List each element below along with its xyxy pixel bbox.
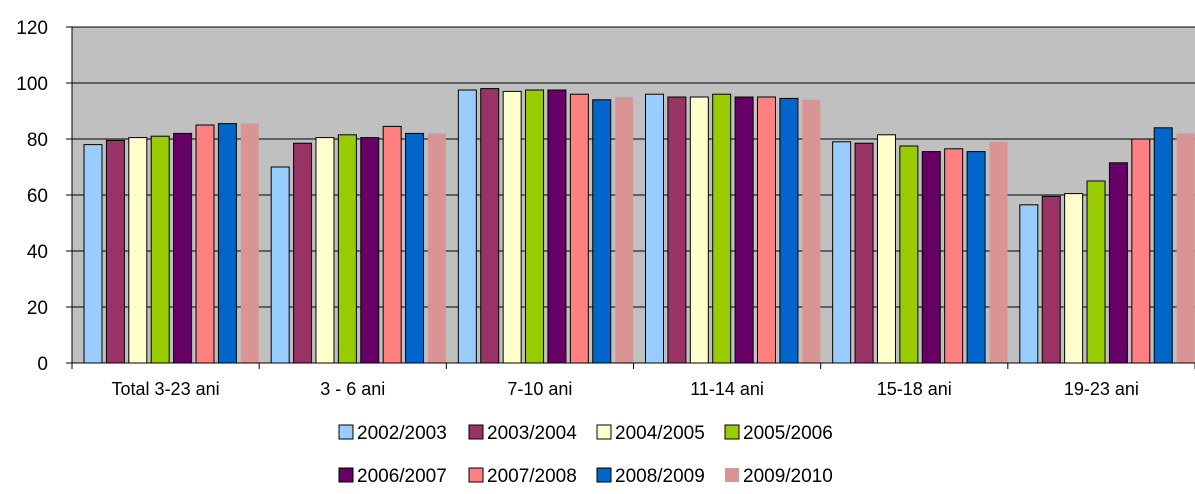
bar (547, 89, 567, 364)
bar (832, 141, 852, 364)
bar (592, 99, 612, 364)
bar (966, 151, 986, 364)
bar (876, 134, 896, 364)
legend-item: 2003/2004 (468, 423, 577, 444)
legend-item: 2005/2006 (724, 423, 833, 444)
bar (270, 166, 290, 364)
y-tick-label: 40 (27, 242, 48, 263)
legend: 2002/2003 2003/2004 2004/2005 2005/2006 2006… (338, 423, 833, 487)
legend-swatch (725, 468, 739, 482)
bar (615, 97, 634, 363)
bar (337, 134, 357, 364)
bar (989, 141, 1008, 363)
bar (1176, 133, 1195, 363)
bar (105, 139, 125, 364)
bar (1153, 127, 1173, 364)
bar (667, 96, 687, 364)
y-tick-label: 20 (27, 298, 48, 319)
legend-label: 2008/2009 (615, 466, 705, 487)
bar (293, 142, 313, 364)
bar (1086, 180, 1106, 364)
legend-swatch (338, 467, 354, 483)
legend-label: 2004/2005 (615, 423, 705, 444)
bar (645, 93, 664, 364)
bar (779, 97, 799, 364)
legend-label: 2005/2006 (743, 423, 833, 444)
bar (944, 148, 964, 364)
bar (569, 93, 589, 364)
bar (240, 123, 259, 363)
bar (315, 137, 335, 364)
bar (757, 96, 776, 364)
legend-item: 2007/2008 (468, 466, 577, 487)
legend-label: 2006/2007 (357, 466, 447, 487)
legend-swatch (468, 467, 484, 483)
bar (802, 99, 821, 364)
bar (150, 135, 170, 364)
x-category-label: Total 3-23 ani (112, 379, 220, 399)
legend-label: 2009/2010 (743, 466, 833, 487)
bar (382, 125, 402, 364)
y-tick-label: 120 (16, 18, 48, 39)
legend-item: 2006/2007 (338, 466, 447, 487)
legend-label: 2003/2004 (487, 423, 577, 444)
bar (734, 96, 754, 364)
x-category-label: 11-14 ani (690, 379, 764, 399)
bar (1041, 195, 1061, 364)
x-category-label: 3 - 6 ani (320, 379, 385, 399)
bar (1131, 138, 1151, 364)
bar (689, 96, 709, 364)
legend-swatch (338, 424, 354, 440)
bar (854, 142, 874, 364)
bar (502, 90, 522, 364)
legend-label: 2002/2003 (357, 423, 447, 444)
legend-item: 2009/2010 (725, 466, 833, 487)
legend-item: 2008/2009 (596, 466, 705, 487)
bar (1108, 162, 1128, 364)
x-axis-categories: Total 3-23 ani 3 - 6 ani 7-10 ani 11-14 ani… (71, 363, 1195, 399)
bar (405, 132, 425, 364)
legend-swatch (468, 424, 484, 440)
bar (217, 123, 237, 364)
legend-item: 2004/2005 (596, 423, 705, 444)
legend-item: 2002/2003 (338, 423, 447, 444)
legend-label: 2007/2008 (487, 466, 577, 487)
y-axis-ticks: 0 20 40 60 80 100 120 (16, 18, 72, 375)
x-category-label: 19-23 ani (1064, 379, 1139, 399)
bar (1064, 193, 1084, 364)
bar (1019, 204, 1039, 364)
bar (480, 88, 500, 364)
bar (128, 137, 148, 364)
bar (173, 132, 193, 364)
bar (195, 124, 215, 364)
y-tick-label: 60 (27, 186, 48, 207)
legend-swatch (596, 424, 612, 440)
bar (360, 137, 380, 364)
bar (427, 133, 446, 363)
y-tick-label: 80 (27, 130, 48, 151)
bar-series (83, 88, 1195, 364)
bar (525, 89, 545, 364)
bar (712, 93, 732, 364)
y-tick-label: 100 (16, 74, 48, 95)
legend-swatch (724, 424, 740, 440)
bar (899, 145, 919, 364)
x-category-label: 7-10 ani (507, 379, 572, 399)
legend-swatch (596, 467, 612, 483)
gridlines (72, 26, 1195, 308)
bar (83, 144, 103, 364)
y-tick-label: 0 (37, 354, 48, 375)
x-category-label: 15-18 ani (877, 379, 952, 399)
bar (921, 151, 941, 364)
bar (457, 89, 477, 364)
